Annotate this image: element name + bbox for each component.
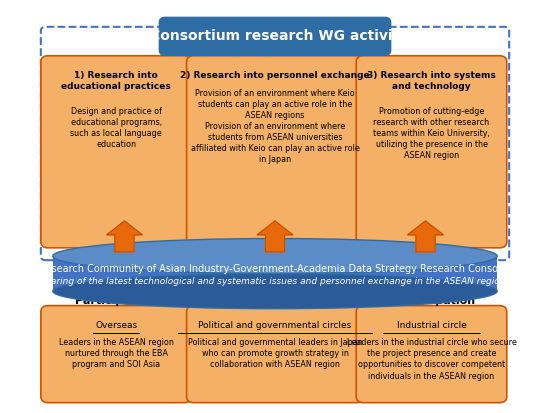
Ellipse shape (53, 238, 497, 274)
FancyBboxPatch shape (186, 56, 364, 256)
Polygon shape (408, 221, 443, 252)
Text: Overseas: Overseas (95, 321, 137, 330)
Text: 2) Research into personnel exchange: 2) Research into personnel exchange (180, 71, 370, 80)
Text: -- Sharing of the latest technological and systematic issues and personnel excha: -- Sharing of the latest technological a… (30, 277, 520, 286)
Ellipse shape (53, 274, 497, 309)
Text: Provision of an environment where Keio
students can play an active role in the
A: Provision of an environment where Keio s… (190, 89, 360, 164)
FancyBboxPatch shape (41, 56, 191, 248)
Text: 3) Research into systems
and technology: 3) Research into systems and technology (367, 71, 496, 91)
Text: Political and governmental circles: Political and governmental circles (199, 321, 351, 330)
FancyBboxPatch shape (53, 256, 497, 291)
Text: Participation: Participation (235, 297, 315, 306)
Text: 2) Consortium research WG activities: 2) Consortium research WG activities (129, 29, 421, 43)
FancyBboxPatch shape (160, 17, 390, 55)
Text: Participation: Participation (75, 297, 155, 306)
FancyBboxPatch shape (186, 306, 364, 403)
Text: Political and governmental leaders in Japan
who can promote growth strategy in
c: Political and governmental leaders in Ja… (188, 338, 362, 370)
Text: Leaders in the ASEAN region
nurtured through the EBA
program and SOI Asia: Leaders in the ASEAN region nurtured thr… (59, 338, 174, 370)
Text: Leaders in the industrial circle who secure
the project presence and create
oppo: Leaders in the industrial circle who sec… (346, 338, 516, 380)
Polygon shape (107, 221, 142, 252)
FancyBboxPatch shape (41, 306, 191, 403)
Polygon shape (257, 221, 293, 252)
Text: Participation: Participation (395, 297, 475, 306)
Text: Promotion of cutting-edge
research with other research
teams within Keio Univers: Promotion of cutting-edge research with … (373, 107, 490, 160)
Text: 1) Research Community of Asian Industry-Government-Academia Data Strategy Resear: 1) Research Community of Asian Industry-… (26, 264, 524, 274)
FancyBboxPatch shape (356, 56, 507, 248)
Text: Industrial circle: Industrial circle (397, 321, 466, 330)
Text: Design and practice of
educational programs,
such as local language
education: Design and practice of educational progr… (70, 107, 162, 149)
Text: 1) Research into
educational practices: 1) Research into educational practices (61, 71, 171, 91)
FancyBboxPatch shape (356, 306, 507, 403)
